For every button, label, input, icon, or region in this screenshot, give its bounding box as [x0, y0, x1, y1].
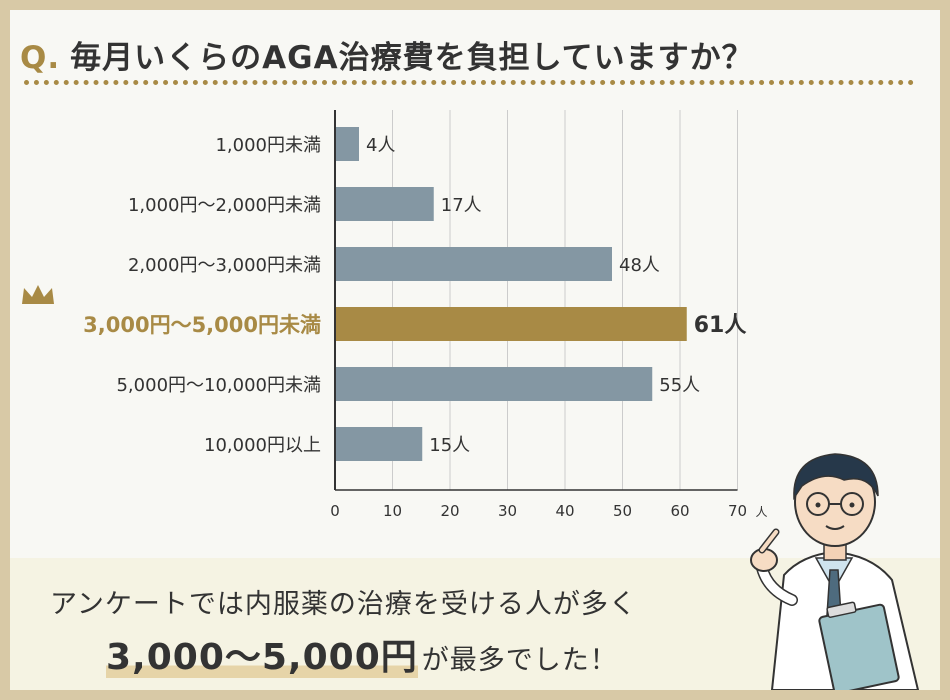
question-text: 毎月いくらのAGA治療費を負担していますか？ [70, 40, 754, 76]
bar [336, 427, 423, 461]
bar-chart: 0 10 20 30 40 50 60 70 人 4人 1,000円未満 17人 1,000円〜2,00… [22, 110, 768, 520]
category-label: 5,000円〜10,000円未満 [116, 375, 321, 396]
category-label: 1,000円未満 [215, 135, 321, 156]
question-prefix: Q. [20, 40, 61, 76]
x-axis-unit: 人 [756, 505, 768, 519]
data-label: 4人 [366, 135, 395, 156]
question-title: Q. 毎月いくらのAGA治療費を負担していますか？ [20, 32, 754, 76]
category-label: 2,000円〜3,000円未満 [128, 255, 321, 276]
data-label: 48人 [619, 255, 660, 276]
summary-line-1: アンケートでは内服薬の治療を受ける人が多く [50, 589, 637, 620]
summary-line-2: 3,000〜5,000円 が最多でした！ [106, 628, 618, 680]
category-label: 10,000円以上 [204, 435, 321, 456]
bar [336, 367, 653, 401]
bar [336, 127, 359, 161]
data-label: 61人 [694, 313, 747, 338]
crown-icon [22, 285, 54, 304]
x-tick-label: 30 [498, 502, 517, 520]
bar-highlight [336, 307, 687, 341]
category-label: 1,000円〜2,000円未満 [128, 195, 321, 216]
data-label: 17人 [441, 195, 482, 216]
bar [336, 187, 434, 221]
x-tick-label: 70 [728, 502, 747, 520]
bar [336, 247, 612, 281]
summary-highlight: 3,000〜5,000円 [106, 637, 418, 678]
x-tick-label: 40 [555, 502, 574, 520]
x-tick-label: 60 [670, 502, 689, 520]
data-label: 15人 [429, 435, 470, 456]
data-label: 55人 [659, 375, 700, 396]
content-panel: Q. 毎月いくらのAGA治療費を負担していますか？ 0 10 20 30 40 50 60 70… [10, 10, 940, 690]
x-tick-label: 20 [440, 502, 459, 520]
doctor-pointing-icon [750, 453, 920, 690]
x-tick-label: 50 [613, 502, 632, 520]
summary-tail: が最多でした！ [421, 645, 618, 676]
title-divider [24, 80, 914, 85]
x-tick-label: 10 [383, 502, 402, 520]
category-label: 3,000円〜5,000円未満 [83, 313, 321, 337]
x-tick-label: 0 [330, 502, 340, 520]
